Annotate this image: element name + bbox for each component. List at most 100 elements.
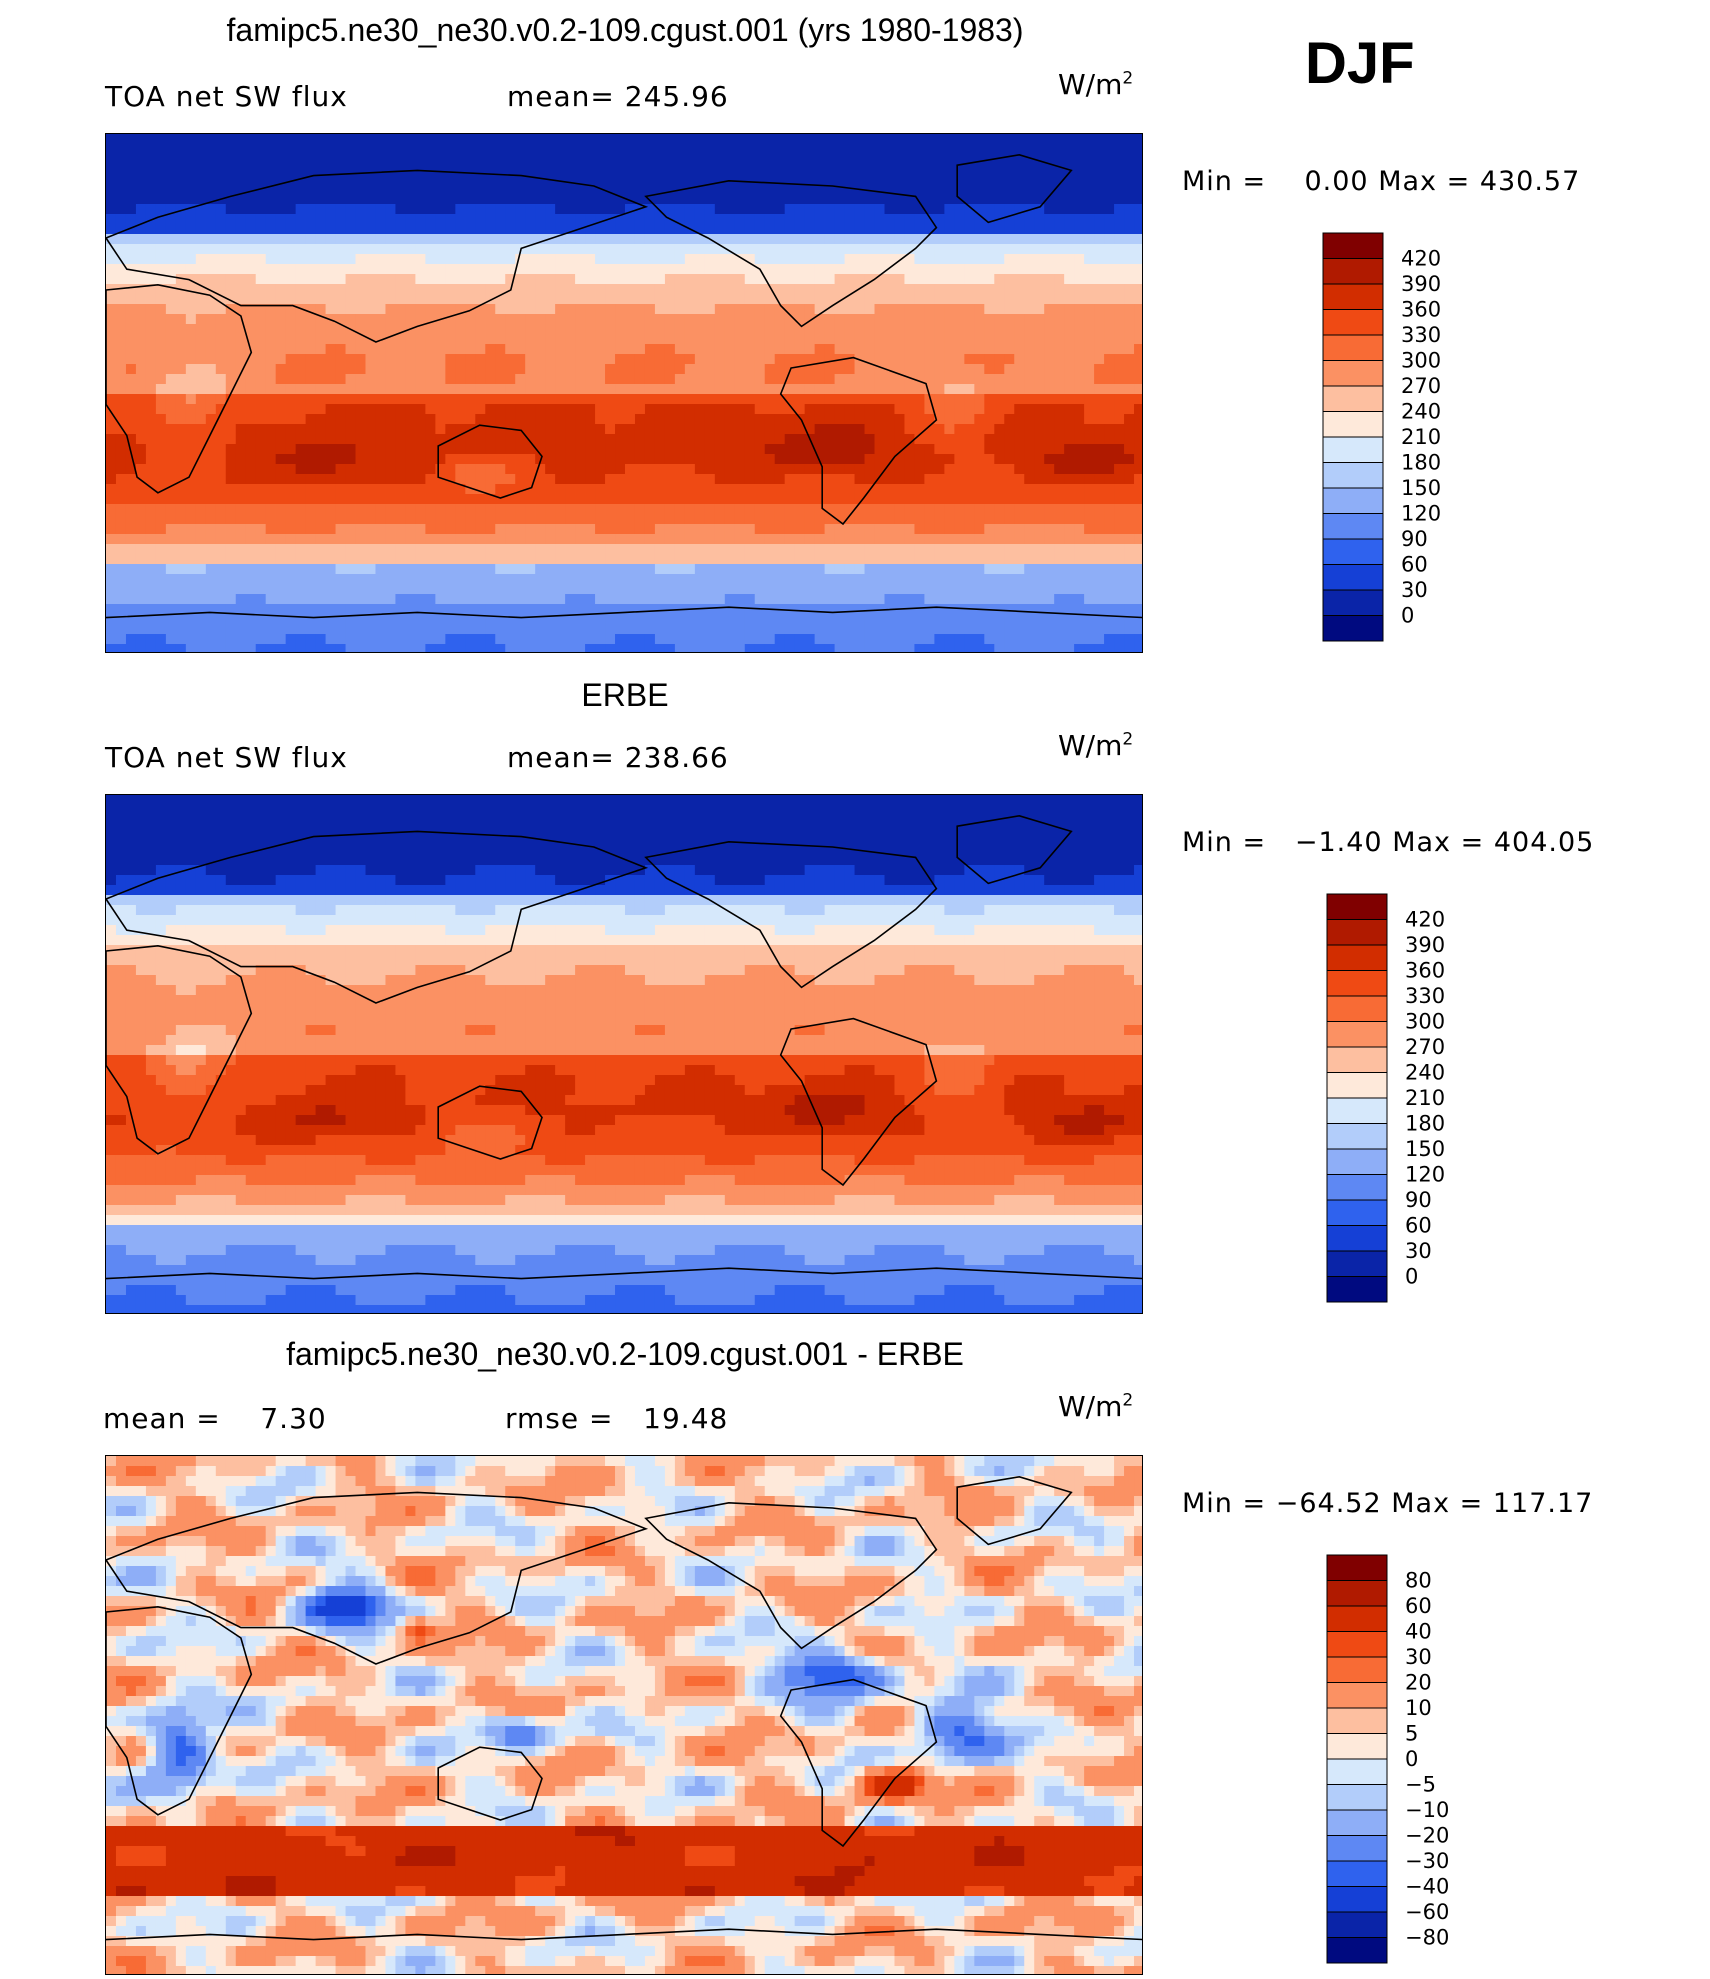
colorbar-tick-label: 210 (1401, 425, 1441, 449)
colorbar-swatch (1326, 1554, 1388, 1581)
colorbar-tick-label: 300 (1405, 1010, 1445, 1034)
coastlines (106, 153, 1142, 619)
colorbar-swatch (1326, 1199, 1388, 1226)
colorbar-tick-label: 80 (1405, 1569, 1432, 1593)
colorbar-swatch (1326, 1937, 1388, 1964)
panel-3-colorbar: 80 60 40 30 20 10 5 0 −5 −10 −20 −30 −40 −60 −80 (1326, 1554, 1507, 1967)
colorbar-swatch (1326, 1656, 1388, 1683)
colorbar-swatch (1322, 334, 1384, 361)
colorbar-tick-label: 150 (1401, 476, 1441, 500)
coastline (106, 283, 253, 494)
season-label: DJF (1305, 31, 1415, 96)
panel-2-mean-label: mean= 238.66 (507, 741, 729, 774)
colorbar-swatch (1326, 1276, 1388, 1303)
colorbar-tick-label: 30 (1405, 1645, 1432, 1669)
coastlines (106, 814, 1142, 1280)
colorbar-tick-label: 420 (1401, 247, 1441, 271)
panel-2-max-label: Max = (1392, 827, 1485, 858)
coastline (106, 1267, 1142, 1280)
panel-2-min-value: −1.40 (1294, 827, 1383, 858)
colorbar-swatch (1322, 360, 1384, 387)
panel-3-max-label: Max = (1391, 1488, 1484, 1519)
colorbar-swatch (1326, 944, 1388, 971)
colorbar-swatch (1326, 1225, 1388, 1252)
panel-2-colorbar: 420 390 360 330 300 270 240 210 180 150 120 90 60 30 0 (1326, 893, 1507, 1306)
colorbar-swatch (1326, 1707, 1388, 1734)
coastline (956, 1475, 1073, 1546)
colorbar-swatch (1326, 1174, 1388, 1201)
colorbar-swatch (1326, 1682, 1388, 1709)
colorbar-swatch (1322, 513, 1384, 540)
colorbar-swatch (1322, 462, 1384, 489)
colorbar-swatch (1322, 564, 1384, 591)
colorbar-swatch (1322, 436, 1384, 463)
colorbar-tick-label: 330 (1405, 984, 1445, 1008)
coastline (956, 153, 1073, 224)
coastline (779, 356, 938, 526)
colorbar-swatch (1326, 1021, 1388, 1048)
colorbar-tick-label: −80 (1405, 1926, 1449, 1950)
colorbar-swatch (1326, 1835, 1388, 1862)
colorbar-tick-label: 210 (1405, 1086, 1445, 1110)
panel-1-min-max: Min = 0.00 Max = 430.57 (1182, 166, 1580, 197)
colorbar-swatch (1322, 258, 1384, 285)
colorbar-tick-label: 30 (1405, 1239, 1432, 1263)
panel-1-mean-label: mean= 245.96 (507, 80, 729, 113)
colorbar-swatch (1326, 1733, 1388, 1760)
colorbar-swatch (1322, 538, 1384, 565)
colorbar-tick-label: −60 (1405, 1900, 1449, 1924)
colorbar-tick-label: 30 (1401, 578, 1428, 602)
coastline (644, 1501, 938, 1650)
panel-3-units: W/m2 (1058, 1390, 1134, 1423)
colorbar-swatch (1326, 1072, 1388, 1099)
colorbar-tick-label: 120 (1405, 1163, 1445, 1187)
colorbar-swatch (1326, 1046, 1388, 1073)
colorbar-swatch (1322, 589, 1384, 616)
colorbar-tick-label: 240 (1405, 1061, 1445, 1085)
colorbar-swatch (1322, 309, 1384, 336)
colorbar-tick-label: 40 (1405, 1620, 1432, 1644)
colorbar-tick-label: 270 (1405, 1035, 1445, 1059)
coastline (106, 1928, 1142, 1941)
colorbar-swatch (1326, 1860, 1388, 1887)
panel-1-min-value: 0.00 (1304, 166, 1369, 197)
panel-3-min-label: Min = (1182, 1488, 1267, 1519)
colorbar-tick-label: 60 (1405, 1214, 1432, 1238)
colorbar-swatch (1326, 1148, 1388, 1175)
colorbar-swatch (1326, 893, 1388, 920)
panel-3-mean-label: mean = 7.30 (103, 1402, 327, 1435)
colorbar-tick-label: 150 (1405, 1137, 1445, 1161)
colorbar-swatch (1322, 487, 1384, 514)
colorbar-tick-label: −20 (1405, 1824, 1449, 1848)
colorbar-swatch (1322, 232, 1384, 259)
coastline (437, 424, 543, 499)
panel-1-variable-label: TOA net SW flux (105, 80, 348, 113)
panel-3-max-value: 117.17 (1492, 1488, 1594, 1519)
colorbar-swatch (1326, 1784, 1388, 1811)
coastline (437, 1085, 543, 1160)
panel-3-rmse-label: rmse = 19.48 (505, 1402, 729, 1435)
coastline (106, 1491, 649, 1665)
colorbar-tick-label: 20 (1405, 1671, 1432, 1695)
panel-2-min-max: Min = −1.40 Max = 404.05 (1182, 827, 1594, 858)
panel-2-variable-label: TOA net SW flux (105, 741, 348, 774)
colorbar-swatch (1326, 1886, 1388, 1913)
colorbar-tick-label: 0 (1405, 1265, 1418, 1289)
colorbar-swatch (1326, 1809, 1388, 1836)
coastline (779, 1017, 938, 1187)
panel-1-max-value: 430.57 (1479, 166, 1581, 197)
panel-3-map (105, 1455, 1143, 1975)
colorbar-swatch (1326, 1758, 1388, 1785)
colorbar-tick-label: 330 (1401, 323, 1441, 347)
colorbar-tick-label: 90 (1401, 527, 1428, 551)
colorbar-tick-label: 60 (1405, 1594, 1432, 1618)
colorbar-swatch (1326, 970, 1388, 997)
colorbar-tick-label: −10 (1405, 1798, 1449, 1822)
panel-2-max-value: 404.05 (1493, 827, 1595, 858)
colorbar-swatch (1326, 1580, 1388, 1607)
panel-3-min-value: −64.52 (1275, 1488, 1382, 1519)
coastline (956, 814, 1073, 885)
colorbar-tick-label: 240 (1401, 400, 1441, 424)
panel-3-min-max: Min = −64.52 Max = 117.17 (1182, 1488, 1593, 1519)
colorbar-swatch (1322, 283, 1384, 310)
